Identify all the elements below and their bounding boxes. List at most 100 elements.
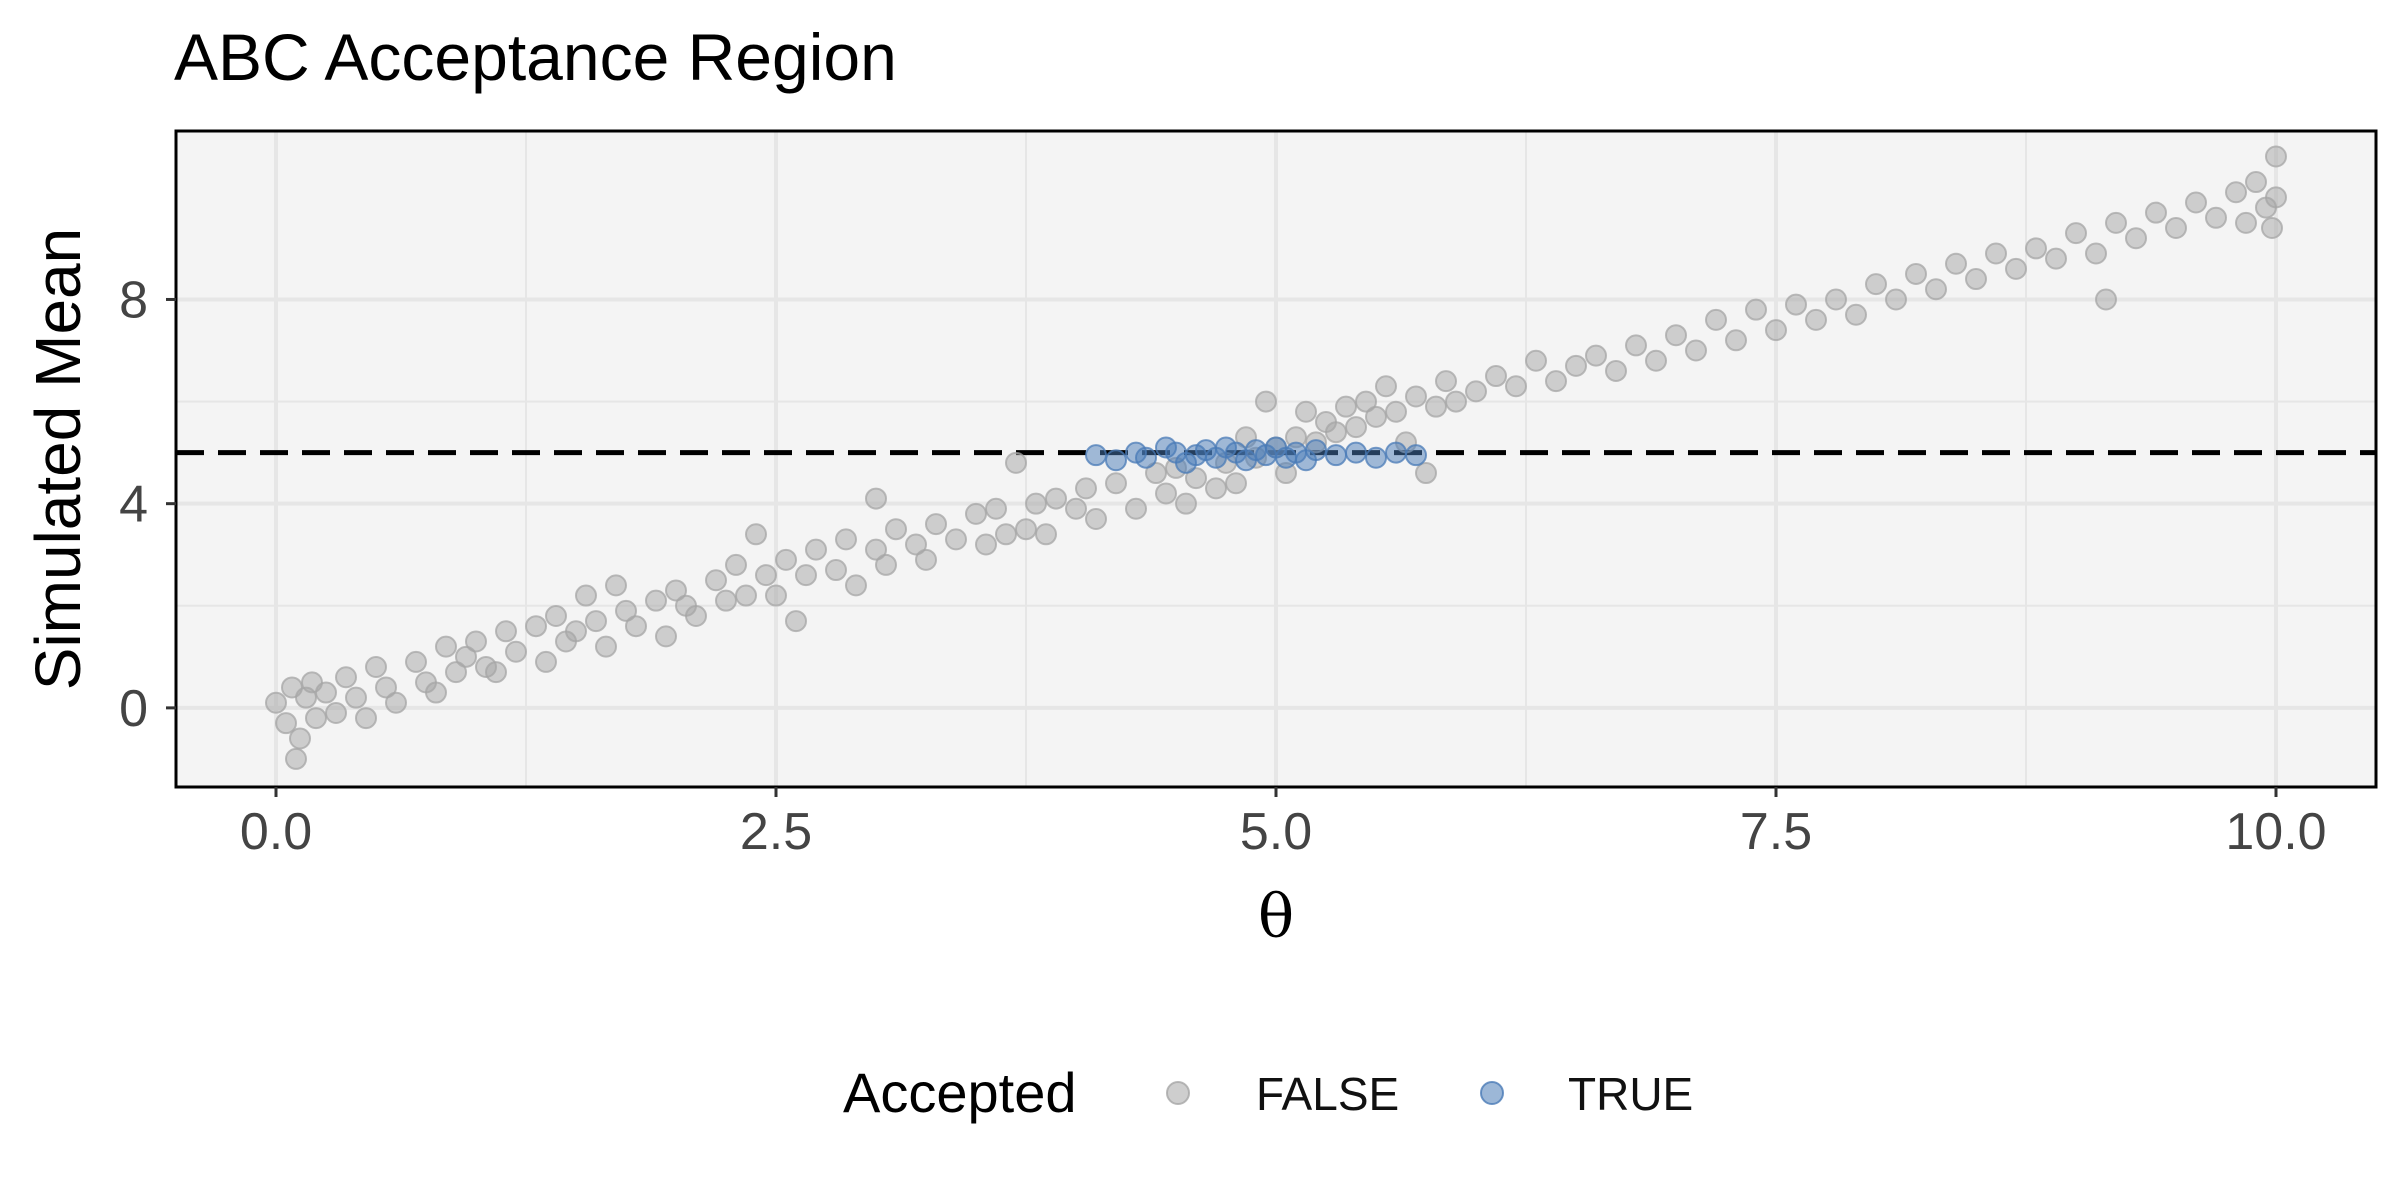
point-false <box>1925 278 1947 301</box>
point-false <box>289 727 311 750</box>
point-true <box>1385 441 1407 464</box>
legend-false-swatch <box>1166 1081 1190 1105</box>
point-false <box>1125 497 1147 520</box>
point-false <box>1805 308 1827 331</box>
point-false <box>1105 472 1127 495</box>
point-false <box>835 528 857 551</box>
point-false <box>565 620 587 643</box>
point-false <box>2095 288 2117 311</box>
point-false <box>1365 405 1387 428</box>
point-false <box>465 630 487 653</box>
x-tick-label: 7.5 <box>1740 803 1812 861</box>
point-false <box>1405 385 1427 408</box>
point-false <box>285 747 307 770</box>
point-false <box>2265 186 2287 209</box>
point-false <box>2265 145 2287 168</box>
point-false <box>1945 252 1967 275</box>
point-false <box>1705 308 1727 331</box>
true-points-layer <box>1085 436 1427 474</box>
y-tick-label: 0 <box>119 680 148 738</box>
gridlines <box>176 131 2376 787</box>
point-false <box>1505 375 1527 398</box>
point-false <box>1785 293 1807 316</box>
point-true <box>1405 444 1427 467</box>
point-false <box>585 610 607 633</box>
point-false <box>1205 477 1227 500</box>
y-tick-label: 8 <box>119 271 148 329</box>
point-false <box>2045 247 2067 270</box>
point-true <box>1105 449 1127 472</box>
point-false <box>745 523 767 546</box>
point-false <box>1625 334 1647 357</box>
point-false <box>2261 216 2283 239</box>
point-true <box>1345 441 1367 464</box>
point-false <box>825 559 847 582</box>
point-true <box>1325 444 1347 467</box>
point-false <box>385 691 407 714</box>
point-false <box>905 533 927 556</box>
point-false <box>1035 523 1057 546</box>
point-false <box>965 502 987 525</box>
point-false <box>1865 273 1887 296</box>
point-false <box>665 579 687 602</box>
point-false <box>805 538 827 561</box>
point-false <box>865 487 887 510</box>
point-false <box>945 528 967 551</box>
point-false <box>715 589 737 612</box>
point-false <box>1085 507 1107 530</box>
point-false <box>2065 222 2087 245</box>
point-false <box>505 640 527 663</box>
x-axis-ticks: 0.0 2.5 5.0 7.5 10.0 <box>240 787 2327 861</box>
point-false <box>375 676 397 699</box>
point-false <box>1015 518 1037 541</box>
point-false <box>1295 400 1317 423</box>
point-false <box>775 548 797 571</box>
point-false <box>1665 324 1687 347</box>
point-false <box>995 523 1017 546</box>
point-false <box>685 604 707 627</box>
point-false <box>915 548 937 571</box>
point-false <box>1145 462 1167 485</box>
point-false <box>1025 492 1047 515</box>
point-false <box>2005 257 2027 280</box>
point-false <box>495 620 517 643</box>
point-false <box>795 564 817 587</box>
point-false <box>1255 390 1277 413</box>
chart-title: ABC Acceptance Region <box>174 20 897 94</box>
point-true <box>1365 446 1387 469</box>
point-false <box>845 574 867 597</box>
point-false <box>1325 421 1347 444</box>
point-false <box>1175 492 1197 515</box>
point-false <box>1645 349 1667 372</box>
point-false <box>355 707 377 730</box>
y-axis-ticks: 0 4 8 <box>119 271 176 738</box>
point-false <box>1565 354 1587 377</box>
point-false <box>365 656 387 679</box>
point-false <box>1335 395 1357 418</box>
point-false <box>1435 370 1457 393</box>
x-tick-label: 0.0 <box>240 803 312 861</box>
point-false <box>1985 242 2007 265</box>
point-false <box>655 625 677 648</box>
point-false <box>1905 262 1927 285</box>
point-false <box>265 691 287 714</box>
point-false <box>315 681 337 704</box>
point-false <box>435 635 457 658</box>
point-false <box>535 650 557 673</box>
point-false <box>1965 268 1987 291</box>
point-false <box>2245 171 2267 194</box>
point-false <box>1225 472 1247 495</box>
point-false <box>425 681 447 704</box>
point-true <box>1085 444 1107 467</box>
point-false <box>1445 390 1467 413</box>
point-false <box>625 615 647 638</box>
point-false <box>2125 227 2147 250</box>
point-false <box>445 661 467 684</box>
point-false <box>2085 242 2107 265</box>
point-false <box>1185 467 1207 490</box>
point-true <box>1305 439 1327 462</box>
point-false <box>1585 344 1607 367</box>
point-false <box>545 604 567 627</box>
point-false <box>1605 359 1627 382</box>
